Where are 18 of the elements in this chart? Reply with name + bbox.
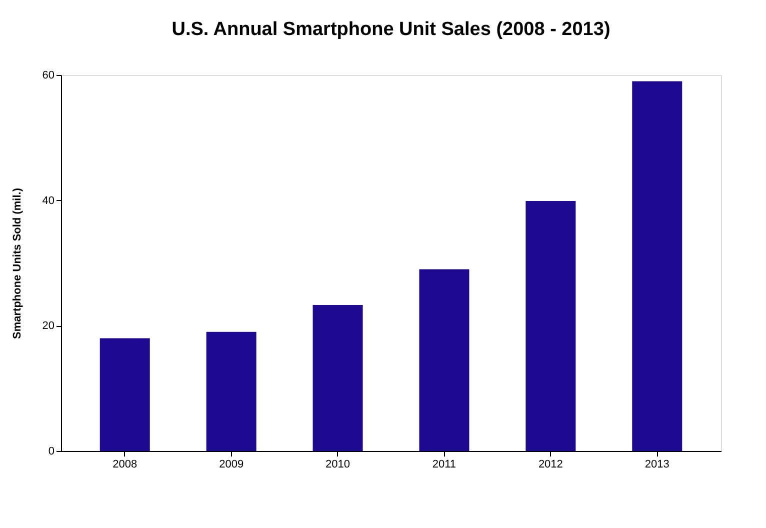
y-tick-label: 40	[42, 194, 54, 207]
bar	[419, 269, 470, 451]
x-tick-label: 2013	[644, 458, 670, 470]
y-tick-label: 0	[48, 446, 54, 458]
x-tick-label: 2008	[112, 458, 138, 470]
bar	[312, 304, 363, 451]
x-tick-label: 2009	[219, 458, 244, 470]
bar	[206, 332, 256, 451]
bar	[526, 200, 576, 451]
y-tick-label: 20	[42, 320, 54, 332]
bar	[100, 338, 150, 451]
chart-title: U.S. Annual Smartphone Unit Sales (2008 - 2013)	[172, 19, 610, 40]
bar	[632, 81, 682, 451]
x-tick-label: 2011	[432, 458, 456, 470]
x-tick-label: 2012	[538, 458, 563, 470]
x-tick-label: 2010	[326, 458, 350, 470]
y-tick-label: 60	[42, 70, 54, 82]
y-axis-title: Smartphone Units Sold (mil.)	[11, 188, 24, 339]
